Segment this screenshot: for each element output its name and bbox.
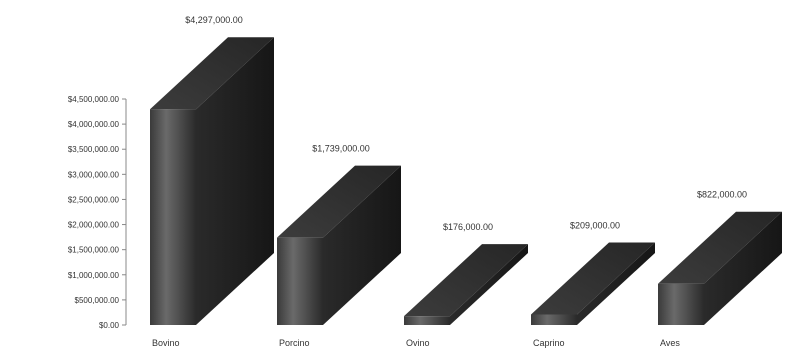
data-label: $176,000.00 xyxy=(443,222,493,232)
bar-top xyxy=(531,242,655,315)
category-label: Ovino xyxy=(406,338,430,348)
bar-side xyxy=(704,211,782,325)
y-tick-label: $0.00 xyxy=(99,321,120,330)
bar xyxy=(658,283,704,325)
data-label: $1,739,000.00 xyxy=(312,144,370,154)
category-label: Bovino xyxy=(152,338,180,348)
y-tick-label: $2,000,000.00 xyxy=(68,221,120,230)
bar-top xyxy=(658,211,782,284)
category-label: Aves xyxy=(660,338,680,348)
bar xyxy=(150,109,196,325)
bar-top xyxy=(277,165,401,238)
bar xyxy=(277,237,323,325)
y-tick-label: $4,000,000.00 xyxy=(68,120,120,129)
y-tick-label: $2,500,000.00 xyxy=(68,195,120,204)
y-tick-label: $3,000,000.00 xyxy=(68,170,120,179)
bar xyxy=(404,316,450,325)
y-tick-label: $500,000.00 xyxy=(75,296,120,305)
data-label: $209,000.00 xyxy=(570,221,620,231)
bar-top xyxy=(150,37,274,110)
bar-side xyxy=(450,244,528,325)
y-tick-label: $1,000,000.00 xyxy=(68,271,120,280)
category-label: Caprino xyxy=(533,338,565,348)
data-label: $4,297,000.00 xyxy=(185,15,243,25)
category-label: Porcino xyxy=(279,338,310,348)
y-tick-label: $1,500,000.00 xyxy=(68,246,120,255)
bar-side xyxy=(577,242,655,325)
bar xyxy=(531,314,577,325)
bar-top xyxy=(404,244,528,317)
bar-side xyxy=(196,37,274,326)
bar-side xyxy=(323,165,401,325)
y-tick-label: $4,500,000.00 xyxy=(68,95,120,104)
data-label: $822,000.00 xyxy=(697,190,747,200)
y-tick-label: $3,500,000.00 xyxy=(68,145,120,154)
